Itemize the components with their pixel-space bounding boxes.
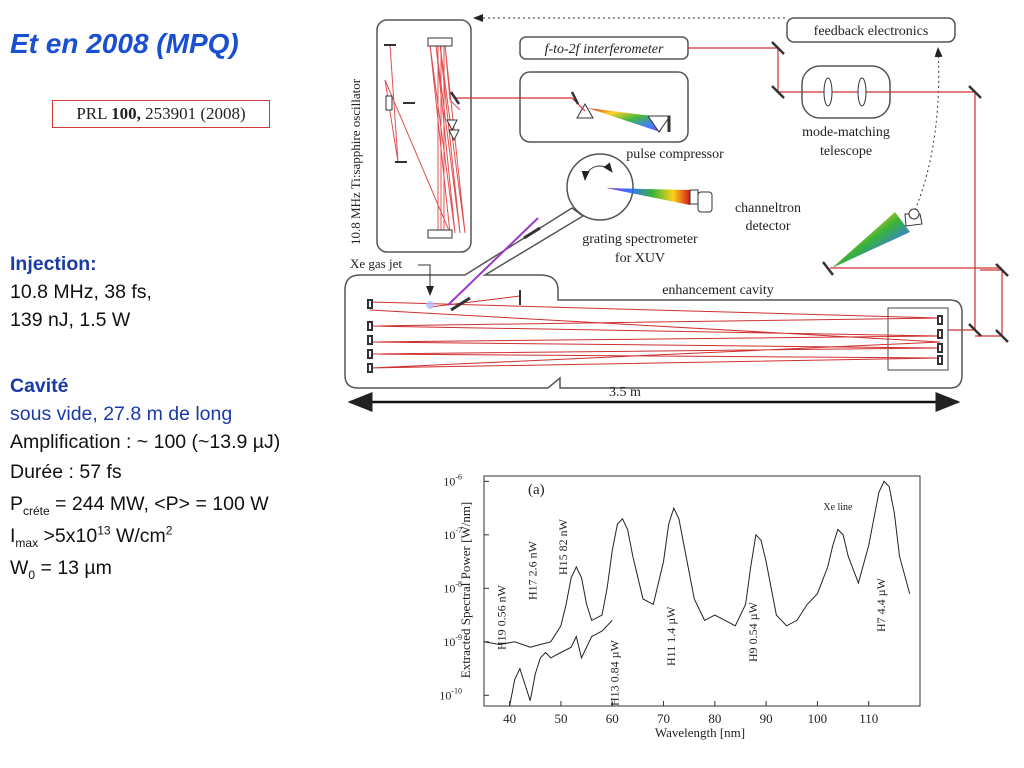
enhancement-cavity [344,207,963,389]
spectrometer-label2: for XUV [615,251,665,266]
spectrometer-label1: grating spectrometer [582,232,698,247]
x-tick-label: 50 [554,711,567,726]
cavity-peak-power: Pcréte = 244 MW, <P> = 100 W [10,493,269,518]
plot-frame [483,475,921,707]
panel-label: (a) [528,482,545,498]
oscillator-box [376,19,472,253]
injection-line2: 139 nJ, 1.5 W [10,309,131,331]
ref-volume: 100, [111,104,141,123]
spectrum-series-2 [509,620,613,707]
x-tick-label: 70 [657,711,670,726]
x-axis-label: Wavelength [nm] [655,725,745,740]
cavity-line1: sous vide, 27.8 m de long [10,403,233,425]
cavity-amplification: Amplification : ~ 100 (~13.9 µJ) [10,431,281,453]
harmonic-annotation: H15 82 nW [556,518,570,575]
cavity-intensity: Imax >5x1013 W/cm2 [10,523,173,550]
x-tick-label: 100 [808,711,828,726]
harmonic-annotation: H19 0.56 nW [495,584,509,650]
feedback-box [786,17,956,43]
annotation-xe-line: Xe line [823,502,853,513]
feedback-label: feedback electronics [814,24,929,39]
reference-box: PRL 100, 253901 (2008) [52,100,270,128]
x-tick-label: 40 [503,711,516,726]
main-beam [455,47,1003,337]
y-tick-label: 10-6 [443,472,462,488]
xuv-beam [447,217,539,306]
ref-rest: 253901 (2008) [145,104,246,123]
harmonic-annotation: H17 2.6 nW [525,540,539,600]
x-tick-label: 80 [708,711,721,726]
compressor-label: pulse compressor [626,147,724,162]
channeltron-label2: detector [745,219,790,234]
injection-line1: 10.8 MHz, 38 fs, [10,281,152,303]
x-tick-label: 90 [760,711,773,726]
cavity-heading: Cavité [10,375,69,397]
gasjet-label: Xe gas jet [350,256,402,271]
ref-journal: PRL [76,104,107,123]
harmonic-annotation: H9 0.54 µW [746,601,760,662]
channeltron-label1: channeltron [735,201,801,216]
y-axis-label: Extracted Spectral Power [W/nm] [458,502,473,679]
slide-title: Et en 2008 (MPQ) [10,28,239,59]
harmonic-annotation: H13 0.84 µW [607,639,621,706]
oscillator-label: 10.8 MHz Ti:sapphire oscillator [348,78,363,245]
harmonic-annotation: H7 4.4 µW [874,577,888,632]
x-tick-label: 60 [606,711,619,726]
compressor-box [519,71,689,143]
injection-heading: Injection: [10,253,97,275]
telescope-box [801,65,891,119]
telescope-label1: mode-matching [802,125,890,140]
cavity-duration: Durée : 57 fs [10,461,122,483]
interferometer-label: f-to-2f interferometer [545,42,664,57]
x-tick-label: 110 [859,711,878,726]
telescope-label2: telescope [820,144,872,159]
y-tick-label: 10-10 [439,686,462,702]
length-label: 3.5 m [609,385,641,400]
enhancement-label: enhancement cavity [662,283,774,298]
cavity-waist: W0 = 13 µm [10,557,112,582]
harmonic-annotation: H11 1.4 µW [664,606,678,666]
spectrum-series-1 [483,480,911,648]
